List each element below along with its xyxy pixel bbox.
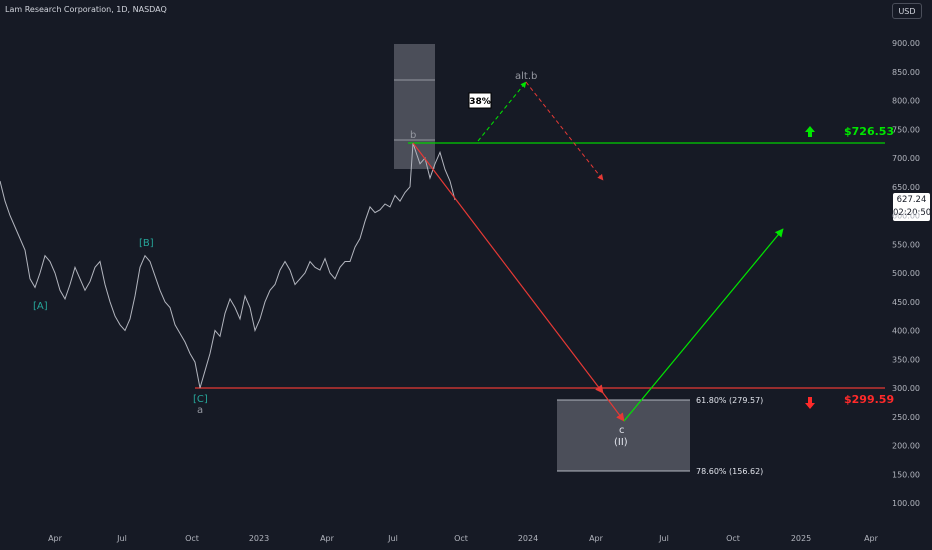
probability-box [468,92,492,109]
resistance-label: $726.53 [844,125,894,138]
b-zone-box [394,44,435,169]
y-tick-label: 350.00 [892,355,920,364]
y-tick-label: 900.00 [892,39,920,48]
y-tick-label: 300.00 [892,384,920,393]
x-tick-label: 2025 [791,534,811,543]
current-price-value: 627.24 [896,195,927,205]
wave-label-b: b [410,130,416,141]
y-tick-label: 500.00 [892,269,920,278]
x-tick-label: Apr [589,534,604,543]
fib-label-786: 78.60% (156.62) [696,467,763,476]
y-tick-label: 600.00 [892,212,920,221]
x-tick-label: Apr [48,534,63,543]
x-tick-label: 2024 [518,534,538,543]
y-tick-label: 650.00 [892,183,920,192]
alt-b-down-arrow [525,81,604,181]
wave-label-B: [B] [139,238,154,249]
wave-label-a: a [197,405,203,416]
price-series-line [0,142,456,389]
x-tick-label: Oct [185,534,199,543]
countdown-timer: 02:20:50 [893,208,932,218]
wave-label-II: (II) [614,437,628,448]
fib-label-618: 61.80% (279.57) [696,396,763,405]
y-tick-label: 200.00 [892,442,920,451]
chart-title: Lam Research Corporation, 1D, NASDAQ [5,5,167,14]
current-price-tag: 627.24 02:20:50 [893,193,932,221]
projection-up-arrow [623,228,784,422]
y-tick-label: 450.00 [892,298,920,307]
alt-b-up-arrow [477,81,527,142]
x-tick-label: Apr [320,534,335,543]
wave-label-A: [A] [33,301,48,312]
x-tick-label: Oct [726,534,740,543]
y-tick-label: 800.00 [892,97,920,106]
y-tick-label: 750.00 [892,125,920,134]
y-tick-label: 100.00 [892,499,920,508]
wave-label-C: [C] [193,394,208,405]
y-axis: 900.00 850.00 800.00 750.00 700.00 650.00 600.… [892,39,920,508]
down-arrow-icon [805,397,815,409]
y-tick-label: 550.00 [892,240,920,249]
probability-label: 38% [469,97,491,107]
projection-c-arrow [602,392,625,422]
x-axis: Apr Jul Oct 2023 Apr Jul Oct 2024 Apr Jul Oct 2025 A… [48,534,879,543]
x-tick-label: Jul [387,534,398,543]
support-label: $299.59 [844,393,894,406]
up-arrow-icon [805,126,815,137]
x-tick-label: 2023 [249,534,269,543]
fib-target-box [557,400,690,471]
projection-down-arrow [412,142,604,394]
wave-label-alt-b: alt.b [515,71,537,82]
x-tick-label: Apr [864,534,879,543]
y-tick-label: 400.00 [892,327,920,336]
y-tick-label: 700.00 [892,154,920,163]
x-tick-label: Jul [116,534,127,543]
y-tick-label: 150.00 [892,470,920,479]
x-tick-label: Oct [454,534,468,543]
y-tick-label: 850.00 [892,68,920,77]
y-tick-label: 250.00 [892,413,920,422]
x-tick-label: Jul [658,534,669,543]
currency-button[interactable]: USD [892,3,922,19]
wave-label-c: c [619,425,625,436]
